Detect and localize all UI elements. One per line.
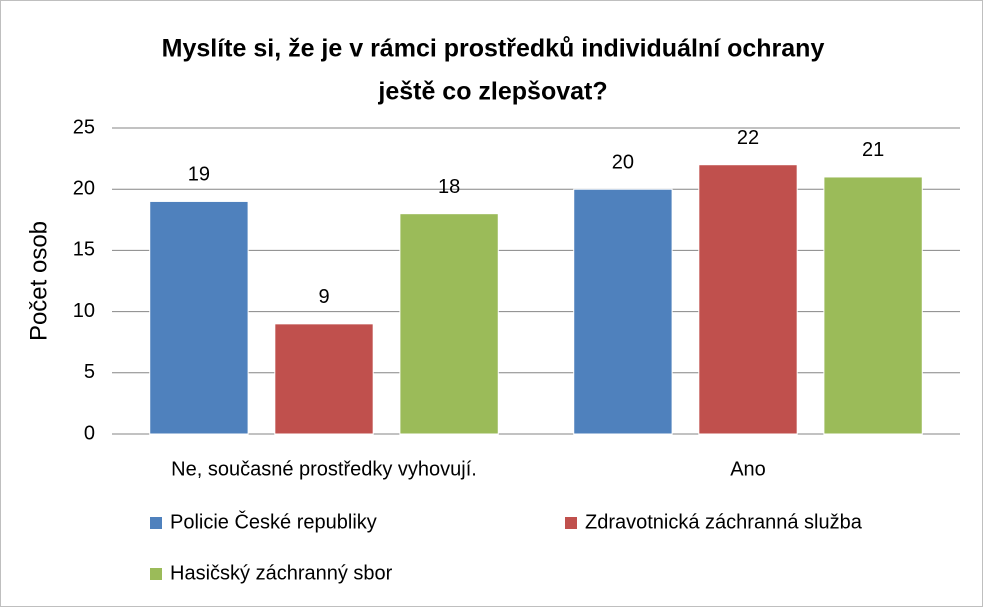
y-axis-label: Počet osob (25, 221, 52, 341)
legend-label: Policie České republiky (170, 510, 377, 533)
bar (698, 164, 798, 435)
data-label: 19 (188, 164, 210, 186)
legend-swatch (565, 517, 577, 529)
bar (149, 200, 249, 435)
bar (573, 188, 673, 435)
bar (399, 213, 499, 435)
x-tick-label: Ano (730, 458, 766, 480)
data-label: 22 (737, 127, 759, 149)
y-tick-label: 10 (73, 300, 95, 322)
chart-title: ještě co zlepšovat? (377, 78, 607, 106)
y-tick-label: 0 (84, 422, 95, 444)
bar (823, 176, 923, 435)
y-tick-label: 20 (73, 177, 95, 199)
data-label: 18 (438, 176, 460, 198)
y-tick-label: 15 (73, 239, 95, 261)
x-tick-label: Ne, současné prostředky vyhovují. (171, 458, 477, 480)
y-tick-label: 5 (84, 361, 95, 383)
data-label: 9 (318, 286, 329, 308)
legend-label: Hasičský záchranný sbor (170, 562, 393, 584)
legend-swatch (150, 568, 162, 580)
y-tick-label: 25 (73, 116, 95, 138)
legend-swatch (150, 517, 162, 529)
chart-title: Myslíte si, že je v rámci prostředků ind… (162, 35, 825, 63)
legend-label: Zdravotnická záchranná služba (585, 511, 863, 533)
bar (274, 323, 374, 435)
data-label: 20 (612, 151, 634, 173)
data-label: 21 (862, 139, 884, 161)
